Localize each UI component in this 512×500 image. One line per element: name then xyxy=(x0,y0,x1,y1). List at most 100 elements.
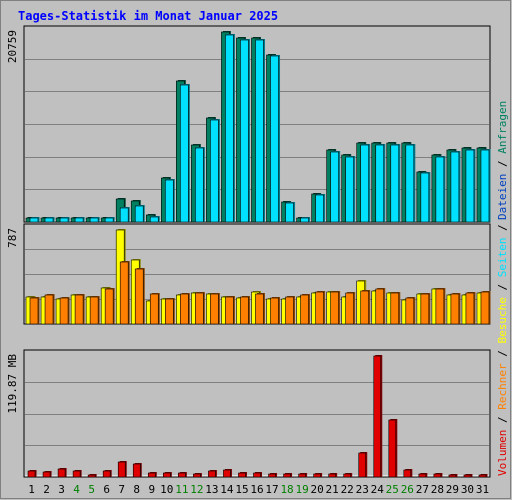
bottom-volumen-bar xyxy=(72,470,81,478)
legend-bottom-part-part: Rechner xyxy=(496,363,509,410)
middle-rechner-bar xyxy=(360,290,370,325)
middle-rechner-bar xyxy=(164,298,174,325)
x-tick-label: 3 xyxy=(58,483,65,496)
bottom-volumen-bar xyxy=(343,473,351,478)
middle-rechner-bar xyxy=(390,292,400,325)
legend-top-part1-part: Anfragen xyxy=(496,101,509,154)
middle-rechner-bar xyxy=(119,261,129,325)
bottom-ymax-label: 119.87 MB xyxy=(6,354,19,414)
top-seiten-bar xyxy=(420,172,430,223)
middle-rechner-bar xyxy=(435,288,445,325)
x-tick-label: 2 xyxy=(43,483,50,496)
middle-rechner-bar xyxy=(255,293,264,325)
x-tick-label: 9 xyxy=(148,483,155,496)
legend-bottom-part-part: / xyxy=(496,410,509,430)
middle-rechner-bar xyxy=(420,293,430,325)
top-seiten-bar xyxy=(240,39,249,223)
top-seiten-bar xyxy=(435,156,445,223)
top-seiten-bar xyxy=(210,119,219,223)
bottom-volumen-bar xyxy=(403,469,412,478)
top-seiten-bar xyxy=(255,39,264,223)
x-tick-label: 23 xyxy=(356,483,369,496)
bottom-volumen-bar xyxy=(253,472,261,478)
top-seiten-bar xyxy=(330,151,339,223)
legend-bottom-part-part: Volumen xyxy=(496,430,509,476)
bottom-volumen-bar xyxy=(373,355,382,478)
bottom-volumen-bar xyxy=(102,470,111,478)
x-tick-label: 11 xyxy=(175,483,188,496)
top-seiten-bar xyxy=(149,216,159,223)
x-tick-label: 17 xyxy=(265,483,278,496)
top-seiten-bar xyxy=(104,217,114,223)
top-seiten-bar xyxy=(480,149,490,223)
middle-rechner-bar xyxy=(480,291,490,325)
x-tick-label: 25 xyxy=(386,483,399,496)
middle-rechner-bar xyxy=(89,296,99,325)
middle-rechner-bar xyxy=(315,291,324,325)
bottom-volumen-bar xyxy=(27,470,36,478)
x-tick-label: 22 xyxy=(341,483,354,496)
middle-rechner-bar xyxy=(450,293,460,325)
top-seiten-bar xyxy=(450,151,460,223)
top-seiten-bar xyxy=(164,179,174,223)
bottom-volumen-bar xyxy=(358,452,367,478)
middle-rechner-bar xyxy=(104,288,114,325)
x-tick-label: 7 xyxy=(118,483,125,496)
middle-rechner-bar xyxy=(465,292,475,325)
top-seiten-bar xyxy=(300,217,309,223)
top-ymax-label: 20759 xyxy=(6,30,19,63)
bottom-volumen-bar xyxy=(448,474,457,478)
x-tick-label: 20 xyxy=(311,483,324,496)
bottom-volumen-bar xyxy=(163,472,171,478)
bottom-volumen-bar xyxy=(328,473,336,478)
legend-top-part1: Dateien / Anfragen xyxy=(496,101,509,220)
middle-rechner-bar xyxy=(345,292,354,325)
x-tick-label: 26 xyxy=(401,483,414,496)
top-seiten-bar xyxy=(315,194,324,223)
top-seiten-bar xyxy=(390,144,400,223)
top-seiten-bar xyxy=(74,217,84,223)
middle-rechner-bar xyxy=(240,296,249,325)
middle-rechner-bar xyxy=(44,294,54,325)
bottom-volumen-bar xyxy=(147,472,156,478)
x-tick-label: 12 xyxy=(190,483,203,496)
legend-top-part1-part: / xyxy=(496,154,509,174)
x-tick-label: 4 xyxy=(73,483,80,496)
middle-rechner-bar xyxy=(210,293,219,325)
middle-rechner-bar xyxy=(300,294,309,325)
bottom-panel-frame xyxy=(23,349,491,478)
x-tick-label: 18 xyxy=(280,483,293,496)
top-seiten-bar xyxy=(29,217,39,223)
x-tick-label: 8 xyxy=(133,483,140,496)
bottom-volumen-bar xyxy=(463,474,472,478)
top-seiten-bar xyxy=(89,217,99,223)
top-seiten-bar xyxy=(180,84,189,223)
bottom-volumen-bar xyxy=(313,473,321,478)
legend-top-part1-part: Dateien xyxy=(496,174,509,220)
bottom-volumen-bar xyxy=(283,473,291,478)
top-seiten-bar xyxy=(195,147,204,223)
bottom-volumen-bar xyxy=(42,471,51,478)
middle-rechner-bar xyxy=(270,297,279,325)
x-tick-label: 24 xyxy=(371,483,385,496)
middle-rechner-bar xyxy=(180,293,189,325)
middle-rechner-bar xyxy=(195,292,204,325)
bottom-volumen-bar xyxy=(57,468,66,478)
bottom-volumen-bar xyxy=(208,470,216,478)
x-tick-label: 28 xyxy=(431,483,444,496)
middle-rechner-bar xyxy=(149,293,159,325)
x-tick-label: 31 xyxy=(476,483,489,496)
x-tick-label: 16 xyxy=(250,483,263,496)
top-seiten-bar xyxy=(375,144,385,223)
middle-ymax-label: 787 xyxy=(6,228,19,248)
top-seiten-bar xyxy=(59,217,69,223)
legend-bottom-part-part: / xyxy=(496,344,509,364)
bottom-volumen-bar xyxy=(178,472,186,478)
bottom-volumen-bar xyxy=(132,463,141,478)
middle-rechner-bar xyxy=(225,296,234,325)
top-seiten-bar xyxy=(360,144,370,223)
bottom-volumen-bar xyxy=(388,419,397,478)
x-tick-label: 27 xyxy=(416,483,429,496)
